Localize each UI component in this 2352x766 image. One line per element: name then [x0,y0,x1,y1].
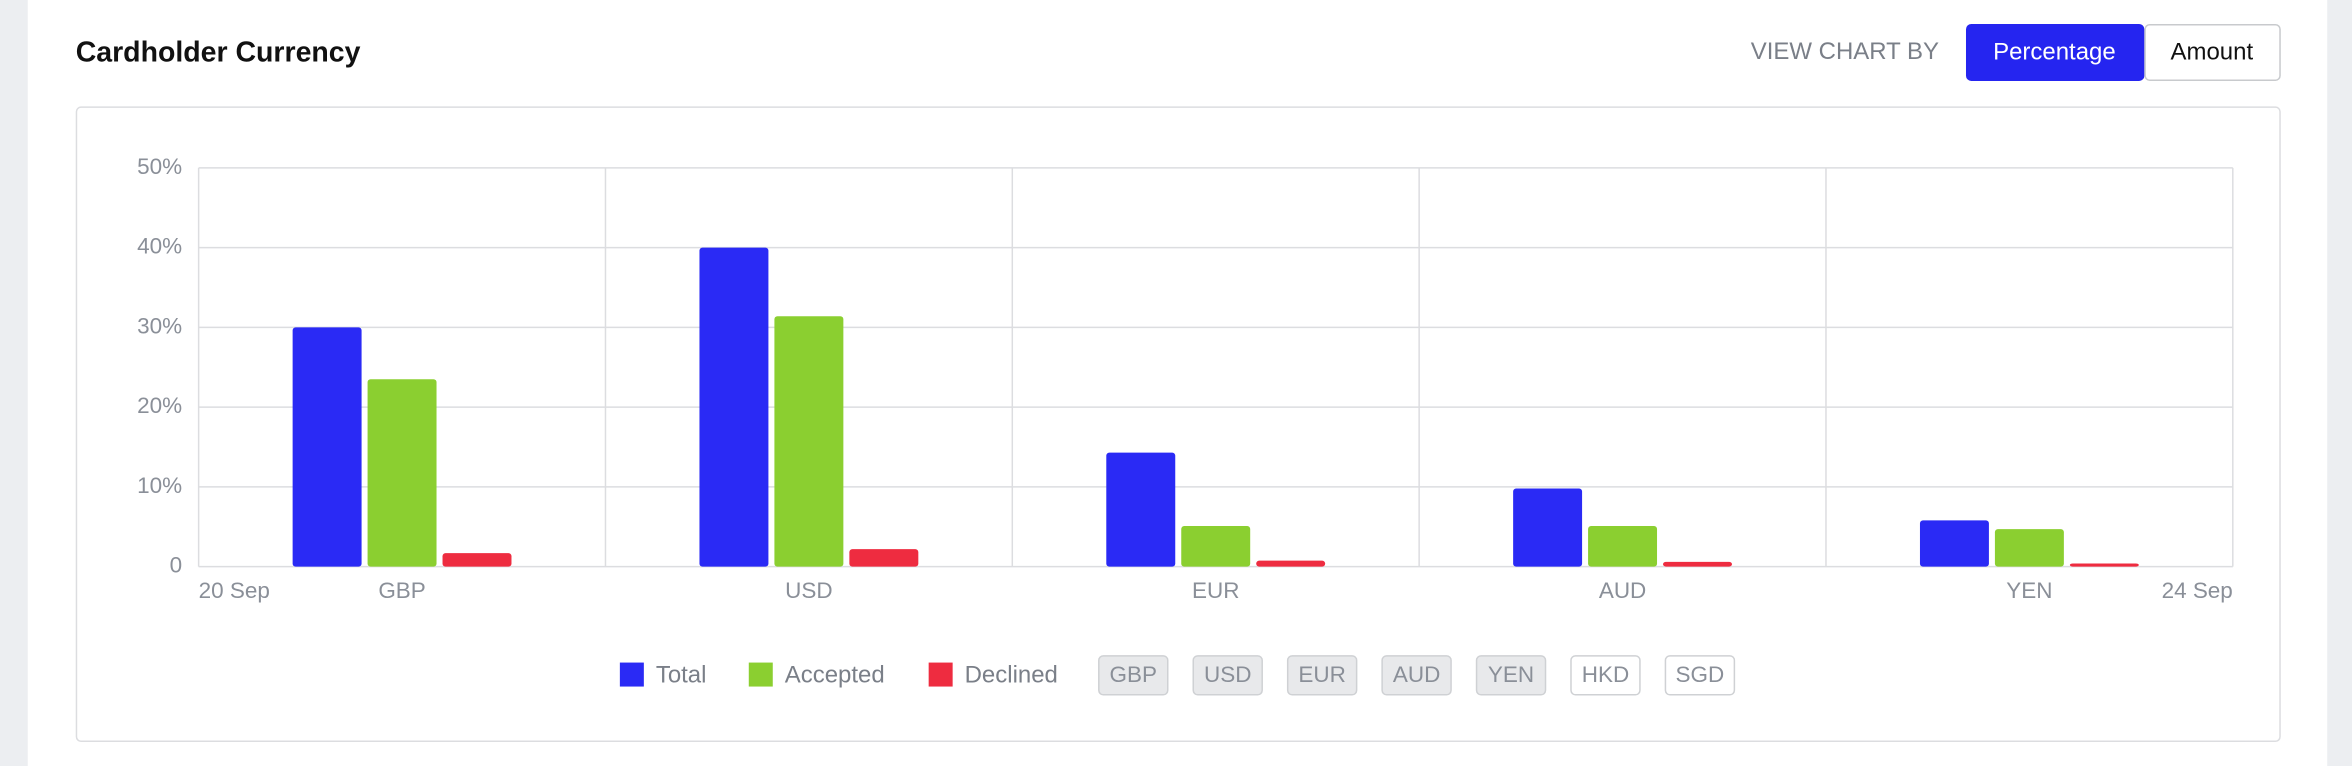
x-tick-label: USD [785,578,832,603]
toggle-button-bg[interactable] [1965,23,2145,81]
bar [1663,561,1732,567]
currency-chip-bg[interactable] [1664,655,1736,696]
bar [367,379,437,567]
bar [1513,488,1583,567]
currency-chip-bg[interactable] [1381,655,1452,696]
currency-chip-bg[interactable] [1286,655,1358,696]
x-tick-label: AUD [1599,578,1646,603]
bar [774,316,844,567]
view-toggle: Percentage Amount [1965,23,2281,81]
legend-item[interactable]: Accepted [748,661,885,688]
legend-swatch[interactable] [748,662,773,687]
y-tick-label: 30% [137,313,182,338]
bar [1588,525,1658,567]
plot: 0 10% 20% 30% 40% 50% 20 Sep 24 Sep GBP USD EUR AUD… [137,154,2234,603]
panel-title: Cardholder Currency [76,36,361,68]
bar [1919,520,1989,567]
currency-chip[interactable]: SGD [1664,655,1736,696]
x-end-label: 24 Sep [2162,578,2233,603]
currency-chip-label[interactable]: EUR [1298,662,1345,687]
legend-label[interactable]: Declined [965,661,1058,688]
legend-item[interactable]: Total [619,661,707,688]
x-tick-label: EUR [1192,578,1239,603]
x-start-label: 20 Sep [199,578,270,603]
currency-chip-label[interactable]: USD [1204,662,1251,687]
toggle-button-label[interactable]: Amount [2171,39,2254,66]
bar [2069,563,2139,567]
toggle-button-bg[interactable] [2144,23,2281,81]
bar [1994,529,2064,567]
bar [699,247,769,567]
bar [849,549,919,567]
toggle-button-label[interactable]: Percentage [1993,39,2116,66]
legend-label[interactable]: Accepted [785,661,885,688]
y-tick-label: 40% [137,234,182,259]
legend-item[interactable]: Declined [928,661,1058,688]
currency-chip[interactable]: EUR [1286,655,1358,696]
currency-chip[interactable]: AUD [1381,655,1452,696]
toggle-button[interactable]: Percentage [1965,23,2145,81]
legend: Total Accepted Declined [619,661,1058,688]
currency-filters: GBP USD EUR AUD YEN HKD SGD [1098,655,1736,696]
currency-chip-bg[interactable] [1098,655,1169,696]
bar [292,327,362,567]
y-tick-label: 50% [137,154,182,179]
x-tick-label: GBP [378,578,425,603]
bar [1256,560,1326,567]
bar [442,553,512,567]
currency-chip[interactable]: USD [1192,655,1263,696]
chart-frame [75,106,2281,743]
view-by-label: VIEW CHART BY [1751,38,1939,65]
currency-chip-label[interactable]: HKD [1582,662,1629,687]
currency-chip-bg[interactable] [1570,655,1641,696]
currency-chip-label[interactable]: GBP [1110,662,1157,687]
legend-swatch[interactable] [928,662,953,687]
currency-chip-label[interactable]: SGD [1676,662,1725,687]
y-tick-label: 20% [137,393,182,418]
y-tick-label: 0 [170,553,183,578]
currency-chip-bg[interactable] [1475,655,1547,696]
currency-chip-bg[interactable] [1192,655,1263,696]
legend-swatch[interactable] [619,662,644,687]
x-tick-label: YEN [2006,578,2052,603]
currency-chip[interactable]: GBP [1098,655,1169,696]
y-tick-label: 10% [137,473,182,498]
legend-label[interactable]: Total [656,661,707,688]
currency-chip[interactable]: YEN [1475,655,1547,696]
bar [1106,452,1176,567]
currency-chip[interactable]: HKD [1570,655,1641,696]
currency-chip-label[interactable]: AUD [1393,662,1440,687]
toggle-button[interactable]: Amount [2144,23,2281,81]
currency-chip-label[interactable]: YEN [1488,662,1534,687]
bar [1181,525,1251,567]
